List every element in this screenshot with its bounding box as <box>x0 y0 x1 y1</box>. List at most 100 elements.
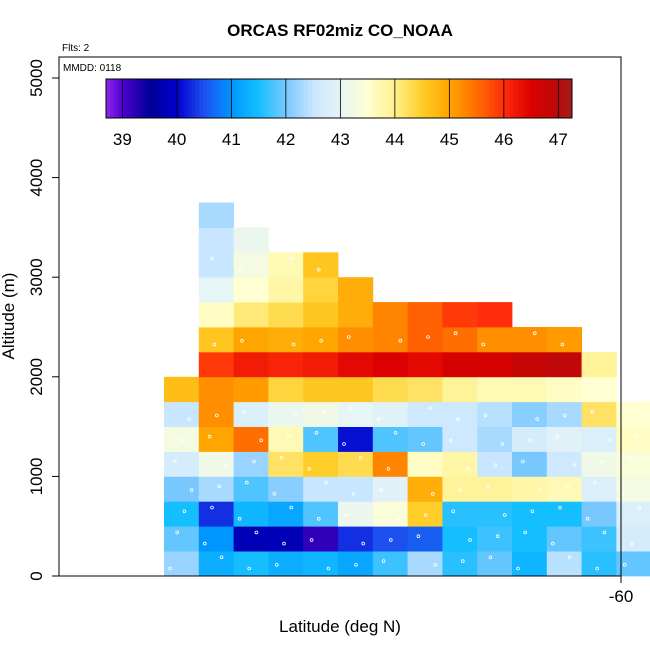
sample-point <box>379 488 384 492</box>
heatmap-cell <box>164 401 200 427</box>
sample-point <box>560 342 565 347</box>
sample-point <box>286 434 291 439</box>
heatmap-cell <box>338 277 374 303</box>
colorbar-swatch <box>109 79 115 118</box>
sample-point <box>215 413 219 418</box>
colorbar-swatch <box>172 79 177 118</box>
heatmap-cell <box>616 476 650 502</box>
sample-point <box>590 409 595 414</box>
colorbar-swatch <box>129 79 134 118</box>
heatmap-cell <box>581 351 617 378</box>
sample-point <box>426 335 430 339</box>
sample-point <box>488 555 493 560</box>
colorbar-swatch <box>140 79 146 118</box>
heatmap-cell <box>164 451 200 477</box>
heatmap-cell <box>303 351 339 378</box>
heatmap-cell <box>581 526 617 552</box>
heatmap-cell <box>512 476 548 502</box>
x-axis: -60 <box>609 576 633 606</box>
sample-point <box>358 455 363 460</box>
heatmap-cell <box>581 551 617 577</box>
heatmap-cell <box>546 351 582 378</box>
sample-point <box>528 438 532 443</box>
heatmap-cell <box>233 451 269 477</box>
sample-point <box>381 559 386 563</box>
heatmap-cell <box>372 376 408 403</box>
colorbar-swatch <box>455 79 460 118</box>
sample-point <box>237 516 242 521</box>
sample-point <box>314 430 319 435</box>
colorbar-swatch <box>393 79 398 118</box>
colorbar-swatch <box>292 79 297 118</box>
sample-point <box>182 509 187 514</box>
heatmap-cell <box>477 351 513 378</box>
heatmap-cell <box>303 401 339 427</box>
colorbar-swatch <box>164 79 169 118</box>
sample-point <box>483 413 488 418</box>
colorbar-swatch <box>525 79 530 118</box>
sample-point <box>175 530 180 535</box>
colorbar-swatch <box>350 79 356 118</box>
sample-point <box>595 566 599 571</box>
colorbar-swatch <box>416 79 422 118</box>
heatmap-cell <box>268 476 304 502</box>
heatmap-cell <box>233 227 269 253</box>
heatmap-cell <box>372 426 408 452</box>
sample-point <box>210 505 214 510</box>
heatmap-cell <box>198 327 234 353</box>
heatmap-cell <box>233 526 269 552</box>
sample-point <box>294 413 298 418</box>
colorbar-swatch <box>280 79 286 118</box>
heatmap-cell <box>442 526 478 552</box>
sample-point <box>622 562 627 567</box>
sample-point <box>572 463 577 468</box>
sample-point <box>259 438 264 443</box>
heatmap-cell <box>546 551 582 577</box>
colorbar-swatch <box>408 79 414 118</box>
sample-point <box>393 430 398 435</box>
heatmap-cell <box>303 501 339 527</box>
sample-point <box>486 484 490 489</box>
heatmap-cell <box>338 376 374 403</box>
heatmap-cell <box>164 501 200 527</box>
sample-point <box>354 562 358 567</box>
colorbar-swatch <box>412 79 418 118</box>
heatmap-cell <box>407 551 443 577</box>
colorbar-swatch <box>117 79 123 118</box>
heatmap-cell <box>372 401 408 427</box>
heatmap-cell <box>442 327 478 353</box>
heatmap-cells <box>164 202 650 577</box>
heatmap-cell <box>233 426 269 452</box>
heatmap-cell <box>616 501 650 527</box>
colorbar-swatch <box>381 79 387 118</box>
sample-point <box>416 534 421 538</box>
sample-points <box>168 256 646 571</box>
sample-point <box>237 267 242 272</box>
colorbar-swatch <box>272 79 278 118</box>
colorbar-swatch <box>214 79 220 118</box>
sample-point <box>361 541 366 546</box>
heatmap-cell <box>616 426 650 452</box>
colorbar-swatch <box>385 79 390 118</box>
colorbar-swatch <box>358 79 363 118</box>
sample-point <box>282 541 286 546</box>
heatmap-cell <box>268 327 304 353</box>
heatmap-cell <box>338 302 374 328</box>
heatmap-cell <box>198 476 234 502</box>
heatmap-cell <box>512 501 548 527</box>
colorbar-swatch <box>269 79 274 118</box>
sample-point <box>388 538 393 542</box>
colorbar-tick-label: 42 <box>276 130 295 149</box>
sample-point <box>607 438 611 443</box>
heatmap-cell <box>581 401 617 427</box>
colorbar-swatch <box>179 79 185 118</box>
colorbar-swatch <box>513 79 519 118</box>
heatmap-cell <box>372 327 408 353</box>
heatmap-cell <box>407 376 443 403</box>
sample-point <box>168 566 172 571</box>
heatmap-cell <box>372 351 408 378</box>
sample-point <box>433 562 438 567</box>
sample-point <box>502 513 507 517</box>
colorbar-swatch <box>373 79 379 118</box>
